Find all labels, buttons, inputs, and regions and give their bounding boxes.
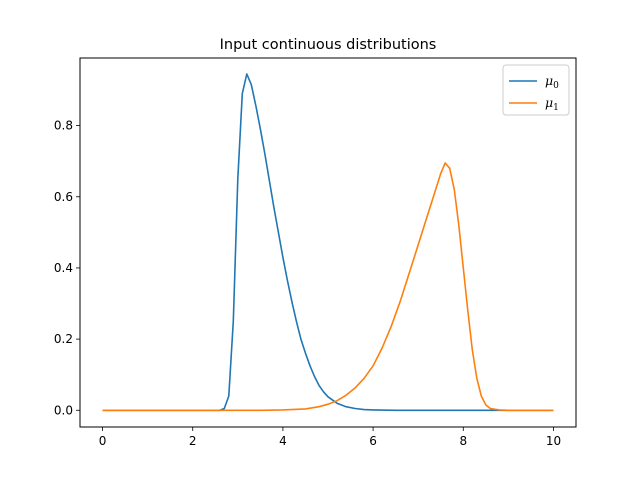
x-tick-label: 8 <box>459 434 467 448</box>
y-tick-label: 0.0 <box>54 403 73 417</box>
plot-area-frame <box>79 57 577 428</box>
x-axis: 0 2 4 6 8 10 <box>99 427 561 448</box>
x-tick-label: 10 <box>546 434 561 448</box>
y-tick-label: 0.4 <box>54 261 73 275</box>
x-tick-label: 2 <box>189 434 197 448</box>
chart-title: Input continuous distributions <box>220 37 437 53</box>
series-line-0 <box>102 73 554 412</box>
x-tick-label: 0 <box>99 434 107 448</box>
y-tick-label: 0.8 <box>54 119 73 133</box>
legend-label-1: μ1 <box>545 95 559 113</box>
plot-series <box>102 73 554 412</box>
series-line-1 <box>102 162 554 412</box>
x-tick-label: 4 <box>279 434 287 448</box>
y-axis: 0.0 0.2 0.4 0.6 0.8 <box>54 119 80 417</box>
y-tick-label: 0.2 <box>54 332 73 346</box>
y-tick-label: 0.6 <box>54 190 73 204</box>
x-tick-label: 6 <box>369 434 377 448</box>
legend-box <box>502 64 570 116</box>
legend-label-0: μ0 <box>545 73 559 91</box>
